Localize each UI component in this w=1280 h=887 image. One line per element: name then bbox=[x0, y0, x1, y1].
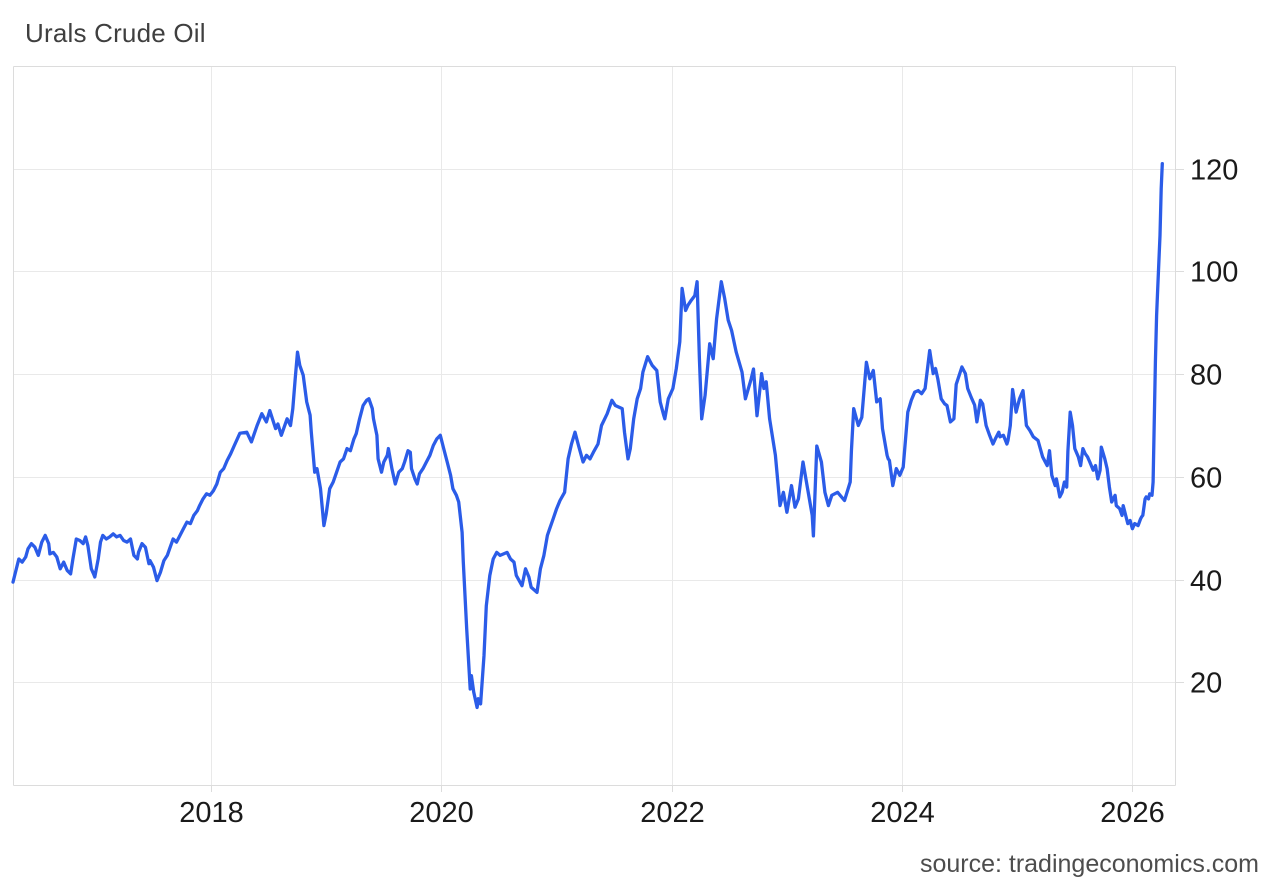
y-axis-label: 60 bbox=[1190, 463, 1222, 495]
x-axis-label: 2026 bbox=[1100, 797, 1165, 829]
x-axis-label: 2024 bbox=[870, 797, 935, 829]
y-axis-label: 80 bbox=[1190, 360, 1222, 392]
source-attribution: source: tradingeconomics.com bbox=[919, 850, 1259, 878]
x-axis-label: 2018 bbox=[179, 797, 244, 829]
chart-title: Urals Crude Oil bbox=[25, 18, 206, 48]
y-axis-label: 100 bbox=[1190, 257, 1238, 289]
price-line bbox=[11, 161, 1164, 710]
y-axis-label: 20 bbox=[1190, 668, 1222, 700]
x-axis-label: 2022 bbox=[640, 797, 705, 829]
y-axis-label: 40 bbox=[1190, 566, 1222, 598]
y-axis-label: 120 bbox=[1190, 155, 1238, 187]
x-axis-label: 2020 bbox=[409, 797, 474, 829]
